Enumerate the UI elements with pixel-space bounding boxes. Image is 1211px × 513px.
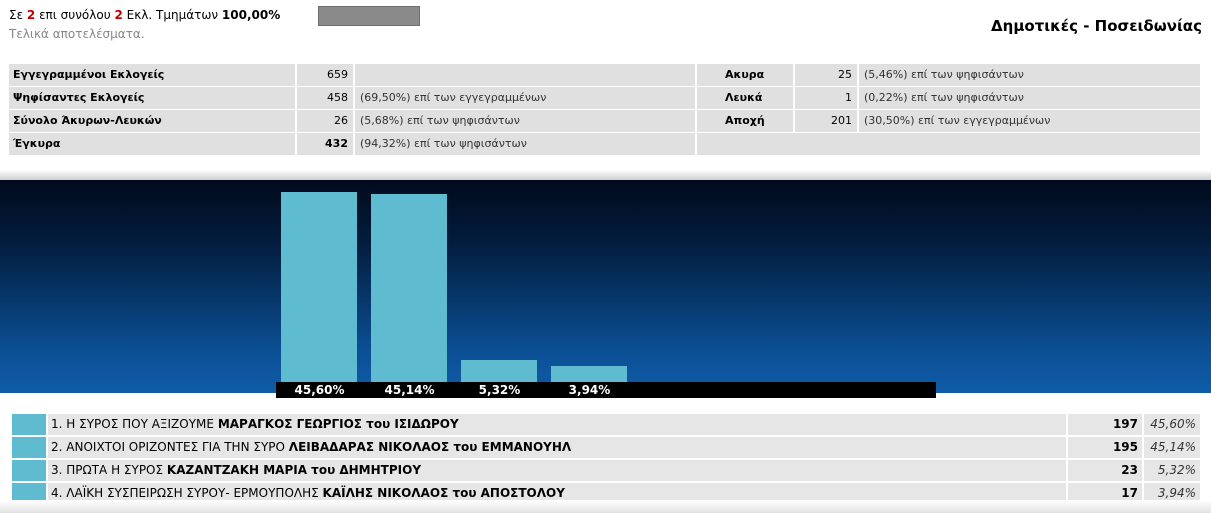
progress-percent: 100,00% bbox=[221, 8, 281, 22]
series-color-swatch bbox=[12, 483, 46, 504]
stat-label-abstention: Αποχή bbox=[697, 110, 793, 132]
series-color-swatch bbox=[12, 437, 46, 458]
results-bar-chart bbox=[0, 180, 1211, 393]
stat-value-blank: 1 bbox=[795, 87, 857, 109]
progress-prefix: Σε bbox=[9, 8, 27, 22]
result-row: 1. Η ΣΥΡΟΣ ΠΟΥ ΑΞΙΖΟΥΜΕ ΜΑΡΑΓΚΟΣ ΓΕΩΡΓΙΟ… bbox=[12, 414, 1200, 435]
stat-value-invalid-blank: 26 bbox=[297, 110, 353, 132]
stat-value-voted: 458 bbox=[297, 87, 353, 109]
candidate-name: ΜΑΡΑΓΚΟΣ ΓΕΩΡΓΙΟΣ του ΙΣΙΔΩΡΟΥ bbox=[217, 417, 459, 431]
series-color-swatch bbox=[12, 414, 46, 435]
stat-label-registered: Εγγεγραμμένοι Εκλογείς bbox=[9, 64, 295, 86]
chart-top-shadow bbox=[0, 170, 1211, 180]
party-name: Η ΣΥΡΟΣ ΠΟΥ ΑΞΙΖΟΥΜΕ bbox=[66, 417, 214, 431]
result-row: 3. ΠΡΩΤΑ Η ΣΥΡΟΣ ΚΑΖΑΝΤΖΑΚΗ ΜΑΡΙΑ του ΔΗ… bbox=[12, 460, 1200, 481]
progress-bar-fill bbox=[319, 7, 419, 25]
result-percent: 45,14% bbox=[1144, 437, 1200, 458]
bar-value-label: 45,14% bbox=[384, 383, 435, 397]
bar-3 bbox=[461, 360, 537, 382]
result-row: 2. ΑΝΟΙΧΤΟΙ ΟΡΙΖΟΝΤΕΣ ΓΙΑ ΤΗΝ ΣΥΡΟ ΛΕΙΒΑ… bbox=[12, 437, 1200, 458]
result-row: 4. ΛΑΪΚΗ ΣΥΣΠΕΙΡΩΣΗ ΣΥΡΟΥ- ΕΡΜΟΥΠΟΛΗΣ ΚΑ… bbox=[12, 483, 1200, 504]
bottom-shadow bbox=[0, 500, 1211, 513]
results-status: Τελικά αποτελέσματα. bbox=[9, 27, 145, 41]
stat-pct-valid: (94,32%) επί των ψηφισάντων bbox=[355, 133, 695, 155]
result-name: 1. Η ΣΥΡΟΣ ΠΟΥ ΑΞΙΖΟΥΜΕ ΜΑΡΑΓΚΟΣ ΓΕΩΡΓΙΟ… bbox=[48, 414, 1066, 435]
stat-value-abstention: 201 bbox=[795, 110, 857, 132]
stat-value-invalid: 25 bbox=[795, 64, 857, 86]
party-name: ΛΑΪΚΗ ΣΥΣΠΕΙΡΩΣΗ ΣΥΡΟΥ- ΕΡΜΟΥΠΟΛΗΣ bbox=[66, 486, 319, 500]
party-name: ΑΝΟΙΧΤΟΙ ΟΡΙΖΟΝΤΕΣ ΓΙΑ ΤΗΝ ΣΥΡΟ bbox=[66, 440, 285, 454]
candidate-name: ΚΑΪΛΗΣ ΝΙΚΟΛΑΟΣ του ΑΠΟΣΤΟΛΟΥ bbox=[322, 486, 565, 500]
result-name: 2. ΑΝΟΙΧΤΟΙ ΟΡΙΖΟΝΤΕΣ ΓΙΑ ΤΗΝ ΣΥΡΟ ΛΕΙΒΑ… bbox=[48, 437, 1066, 458]
stat-label-invalid: Ακυρα bbox=[697, 64, 793, 86]
bar-1 bbox=[281, 192, 357, 382]
page-title: Δημοτικές - Ποσειδωνίας bbox=[991, 17, 1202, 35]
stat-empty-cell bbox=[697, 133, 1200, 155]
result-name: 3. ΠΡΩΤΑ Η ΣΥΡΟΣ ΚΑΖΑΝΤΖΑΚΗ ΜΑΡΙΑ του ΔΗ… bbox=[48, 460, 1066, 481]
result-rank: 2. bbox=[51, 440, 63, 454]
result-percent: 3,94% bbox=[1144, 483, 1200, 504]
bar-value-label: 45,60% bbox=[294, 383, 345, 397]
result-percent: 45,60% bbox=[1144, 414, 1200, 435]
bar-label-strip bbox=[276, 382, 936, 398]
stat-value-valid: 432 bbox=[297, 133, 353, 155]
stat-pct-registered bbox=[355, 64, 695, 86]
progress-sections-label: Εκλ. Τμημάτων bbox=[122, 8, 222, 22]
stat-label-invalid-blank: Σύνολο Άκυρων-Λευκών bbox=[9, 110, 295, 132]
stat-pct-invalid: (5,46%) επί των ψηφισάντων bbox=[859, 64, 1200, 86]
progress-of-total: επι συνόλου bbox=[35, 8, 115, 22]
stat-pct-abstention: (30,50%) επί των εγγεγραμμένων bbox=[859, 110, 1200, 132]
stat-label-blank: Λευκά bbox=[697, 87, 793, 109]
result-rank: 3. bbox=[51, 463, 63, 477]
stat-pct-invalid-blank: (5,68%) επί των ψηφισάντων bbox=[355, 110, 695, 132]
progress-bar bbox=[318, 6, 420, 26]
result-votes: 23 bbox=[1068, 460, 1142, 481]
bar-2 bbox=[371, 194, 447, 382]
total-sections: 2 bbox=[114, 8, 123, 22]
stat-label-voted: Ψηφίσαντες Εκλογείς bbox=[9, 87, 295, 109]
bar-value-label: 5,32% bbox=[478, 383, 521, 397]
bar-value-label: 3,94% bbox=[568, 383, 611, 397]
stat-pct-blank: (0,22%) επί των ψηφισάντων bbox=[859, 87, 1200, 109]
result-percent: 5,32% bbox=[1144, 460, 1200, 481]
candidate-name: ΚΑΖΑΝΤΖΑΚΗ ΜΑΡΙΑ του ΔΗΜΗΤΡΙΟΥ bbox=[166, 463, 422, 477]
result-votes: 197 bbox=[1068, 414, 1142, 435]
party-name: ΠΡΩΤΑ Η ΣΥΡΟΣ bbox=[66, 463, 164, 477]
bar-4 bbox=[551, 366, 627, 382]
result-votes: 195 bbox=[1068, 437, 1142, 458]
stat-label-valid: Έγκυρα bbox=[9, 133, 295, 155]
candidate-name: ΛΕΙΒΑΔΑΡΑΣ ΝΙΚΟΛΑΟΣ του ΕΜΜΑΝΟΥΗΛ bbox=[288, 440, 572, 454]
result-rank: 4. bbox=[51, 486, 63, 500]
result-votes: 17 bbox=[1068, 483, 1142, 504]
stat-pct-voted: (69,50%) επί των εγγεγραμμένων bbox=[355, 87, 695, 109]
stat-value-registered: 659 bbox=[297, 64, 353, 86]
result-name: 4. ΛΑΪΚΗ ΣΥΣΠΕΙΡΩΣΗ ΣΥΡΟΥ- ΕΡΜΟΥΠΟΛΗΣ ΚΑ… bbox=[48, 483, 1066, 504]
series-color-swatch bbox=[12, 460, 46, 481]
counted-sections: 2 bbox=[26, 8, 36, 22]
result-rank: 1. bbox=[51, 417, 63, 431]
counting-progress-text: Σε 2 επι συνόλου 2 Εκλ. Τμημάτων 100,00% bbox=[9, 8, 280, 22]
